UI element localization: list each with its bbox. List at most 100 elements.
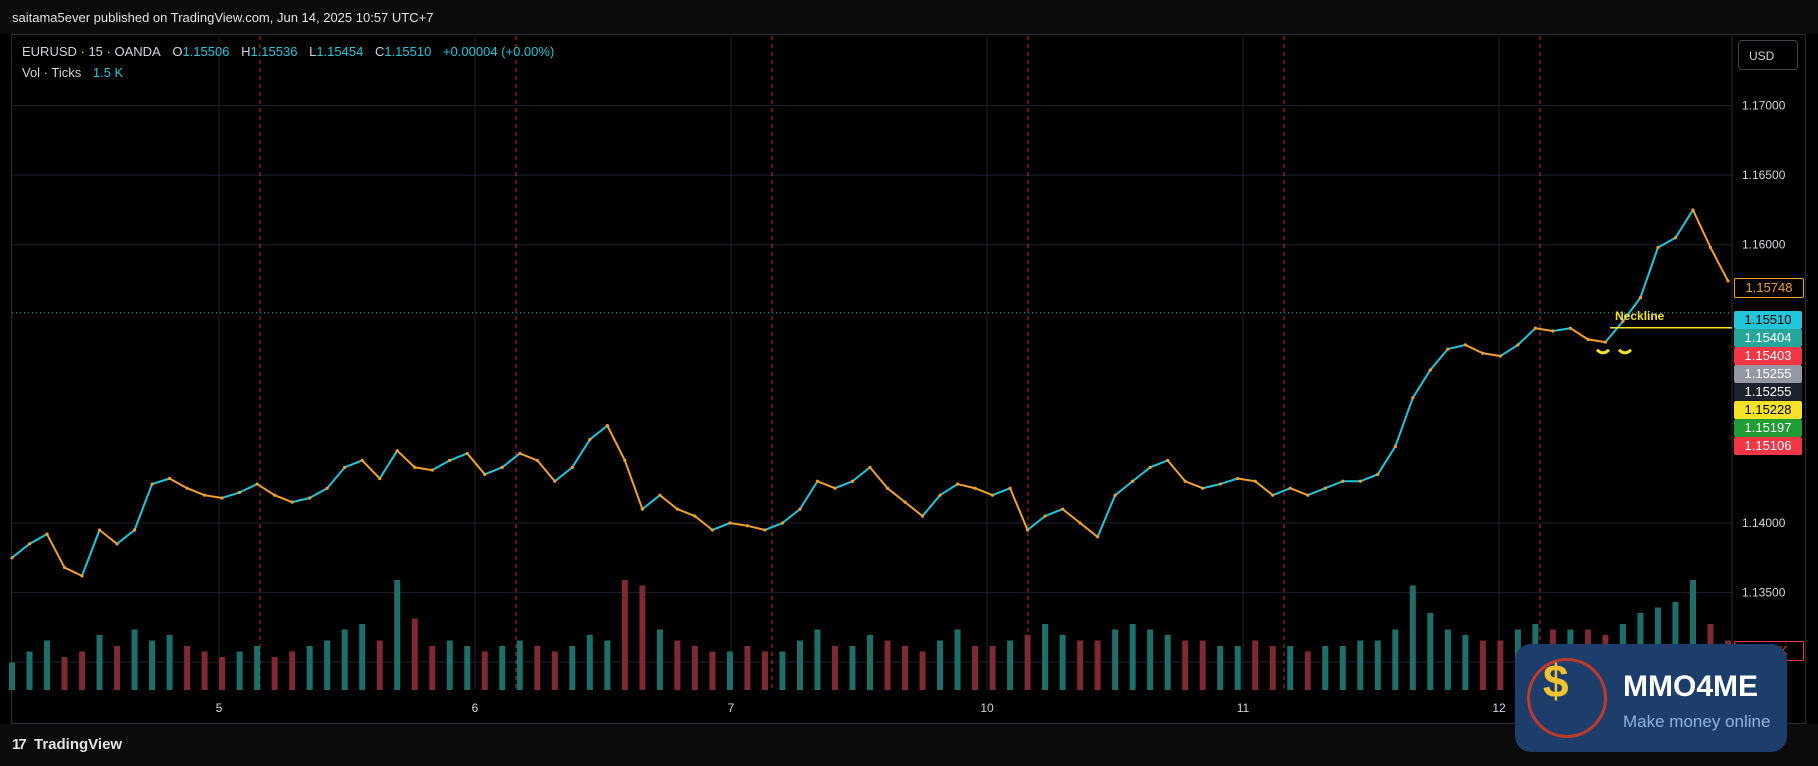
x-tick-label: 11	[1237, 701, 1250, 715]
price-segment	[1692, 209, 1712, 248]
price-segment	[1569, 327, 1589, 341]
price-tag: 1.15228	[1734, 401, 1802, 419]
watermark-name: MMO4ME	[1623, 670, 1758, 703]
price-point	[885, 486, 890, 490]
price-point	[1271, 493, 1275, 497]
price-segment	[1674, 209, 1694, 239]
y-tick-label: 1.14000	[1742, 516, 1786, 530]
volume-bar	[1287, 646, 1294, 690]
volume-bar	[919, 651, 926, 690]
price-segment	[1429, 348, 1449, 371]
volume-bar	[902, 646, 909, 690]
price-point	[1533, 326, 1537, 330]
volume-bar	[569, 646, 576, 690]
price-point	[220, 496, 224, 500]
x-tick-label: 12	[1492, 701, 1506, 715]
volume-bar	[96, 635, 103, 690]
price-segment	[921, 494, 941, 517]
price-point	[1323, 486, 1327, 490]
brand-name: TradingView	[34, 736, 123, 753]
price-segment	[1447, 343, 1466, 351]
price-segment	[712, 522, 731, 531]
price-chart[interactable]: 1.170001.165001.160001.140001.135001.130…	[0, 0, 1818, 724]
price-segment	[747, 524, 766, 531]
y-tick-label: 1.13500	[1742, 586, 1786, 600]
volume-bar	[831, 646, 838, 690]
price-segment	[133, 483, 154, 531]
price-segment	[851, 466, 871, 483]
neckline-label: Neckline	[1615, 309, 1665, 323]
price-segment	[1254, 480, 1274, 496]
price-point	[658, 493, 662, 497]
ohlc-row: EURUSD · 15 · OANDA O1.15506 H1.15536 L1…	[22, 44, 555, 59]
price-point	[150, 482, 154, 486]
price-segment	[1464, 344, 1484, 355]
price-segment	[309, 487, 328, 499]
price-point	[97, 528, 102, 532]
price-segment	[1517, 327, 1537, 346]
price-segment	[1639, 247, 1659, 298]
volume-bar	[464, 646, 471, 690]
volume-bar	[674, 640, 681, 690]
volume-bar	[1304, 651, 1311, 690]
price-point	[413, 465, 417, 469]
volume-bar	[1094, 640, 1101, 690]
y-tick-label: 1.16000	[1742, 238, 1786, 252]
chart-frame[interactable]	[11, 34, 1806, 724]
price-point	[80, 574, 84, 578]
volume-bar	[796, 640, 803, 690]
volume-bar	[324, 640, 331, 690]
price-segment	[64, 566, 83, 577]
price-segment	[431, 459, 451, 472]
volume-bar	[1199, 640, 1206, 690]
price-segment	[484, 466, 503, 476]
symbol-label[interactable]: EURUSD · 15 · OANDA	[22, 44, 161, 59]
volume-bar	[201, 651, 208, 690]
price-point	[780, 521, 785, 525]
price-tag: 1.15255	[1734, 365, 1802, 383]
x-tick-label: 7	[728, 701, 735, 715]
volume-bar	[79, 651, 86, 690]
tradingview-logo[interactable]: 17 TradingView	[12, 736, 122, 753]
price-segment	[939, 483, 959, 497]
price-segment	[1324, 480, 1344, 490]
price-segment	[1149, 459, 1169, 469]
price-segment	[1026, 515, 1046, 531]
volume-bar	[481, 651, 488, 690]
price-segment	[98, 529, 118, 545]
price-point	[1603, 340, 1608, 344]
volume-bar	[726, 651, 733, 690]
volume-bar	[1322, 646, 1329, 690]
price-segment	[1657, 236, 1676, 249]
price-segment	[46, 533, 66, 569]
price-point	[1656, 245, 1660, 250]
volume-bar	[551, 651, 558, 690]
y-tick-label: 1.16500	[1742, 168, 1786, 182]
volume-bar	[691, 646, 698, 690]
price-point	[167, 476, 172, 481]
price-segment	[1202, 483, 1221, 490]
price-segment	[1359, 473, 1379, 483]
price-segment	[1272, 487, 1291, 497]
price-point	[903, 500, 907, 504]
price-point	[990, 493, 995, 497]
price-segment	[886, 487, 906, 503]
volume-bar	[166, 635, 173, 690]
volume-label[interactable]: Vol · Ticks	[22, 65, 82, 80]
price-segment	[957, 483, 976, 490]
price-tag: 1.15748	[1734, 278, 1804, 298]
currency-button[interactable]: USD	[1738, 40, 1798, 70]
volume-bar	[411, 618, 418, 690]
price-segment	[554, 466, 573, 483]
price-point	[1113, 493, 1117, 497]
volume-bar	[219, 657, 226, 690]
price-segment	[1061, 508, 1081, 524]
price-point	[483, 472, 487, 476]
volume-bar	[1059, 635, 1066, 690]
price-point	[1481, 351, 1485, 355]
price-tag: 1.15106	[1734, 437, 1802, 455]
price-point	[1463, 343, 1467, 347]
price-segment	[1709, 247, 1729, 282]
volume-bar	[1689, 580, 1696, 690]
price-point	[1586, 337, 1590, 341]
